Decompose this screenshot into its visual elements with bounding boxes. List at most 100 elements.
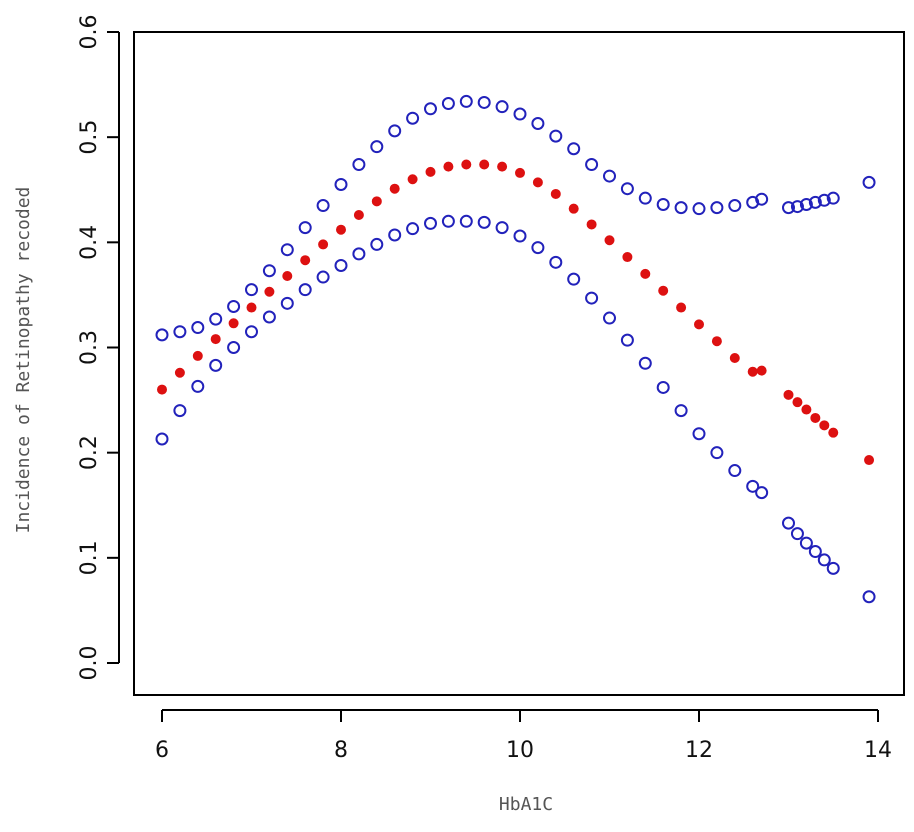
lower-ci-point	[513, 229, 527, 243]
upper-ci-point	[817, 193, 831, 207]
lower-ci-point	[656, 380, 670, 394]
x-axis-title: HbA1C	[499, 794, 553, 815]
x-tick-label: 10	[506, 738, 534, 763]
y-axis: 0.0 0.1 0.2 0.3 0.4 0.5 0.6	[77, 15, 120, 681]
lower-ci-point	[191, 379, 205, 393]
lower-ci-point	[173, 404, 187, 418]
estimate-point	[694, 319, 704, 330]
estimate-point	[210, 334, 221, 345]
estimate-point	[604, 235, 615, 246]
lower-ci-point	[603, 311, 616, 325]
lower-ci-point	[280, 296, 294, 310]
lower-ci-point	[459, 214, 473, 228]
lower-ci-point	[227, 341, 241, 354]
upper-ci-point	[808, 195, 822, 209]
lower-ci-point	[262, 310, 276, 324]
estimate-point	[783, 389, 794, 400]
upper-ci-point	[799, 197, 813, 211]
estimate-point	[371, 196, 382, 207]
estimate-point	[407, 174, 418, 185]
estimate-point	[157, 384, 167, 395]
estimate-point	[479, 159, 490, 170]
estimate-point	[568, 203, 579, 214]
lower-ci-point	[155, 432, 169, 446]
estimate-point	[792, 397, 803, 408]
estimate-point	[336, 224, 346, 235]
estimate-point	[174, 367, 185, 378]
lower-ci-point	[549, 255, 563, 269]
lower-ci-point	[370, 237, 384, 251]
lower-ci-point	[298, 283, 312, 297]
estimate-point	[532, 177, 543, 188]
lower-ci-point	[406, 222, 420, 236]
estimate-point	[246, 302, 257, 313]
estimate-point	[497, 161, 508, 172]
lower-ci-point	[424, 216, 437, 230]
upper-ci-point	[755, 192, 769, 206]
estimate-point	[658, 285, 669, 296]
lower-ci-point	[710, 446, 724, 460]
estimate-point	[515, 167, 525, 178]
x-tick-label: 12	[685, 738, 713, 763]
lower-ci-point	[567, 272, 581, 286]
lower-ci-point	[790, 527, 804, 541]
lower-ci-point	[728, 464, 742, 478]
upper-ci-point	[620, 182, 634, 196]
estimate-point	[282, 270, 293, 281]
series-0	[155, 94, 876, 342]
upper-ci-point	[549, 129, 563, 143]
upper-ci-point	[352, 158, 366, 172]
estimate-point	[192, 350, 203, 361]
upper-ci-point	[298, 221, 312, 235]
estimate-point	[228, 318, 239, 329]
estimate-point	[711, 336, 722, 347]
upper-ci-point	[656, 197, 670, 211]
lower-ci-point	[799, 536, 813, 550]
x-tick-label: 8	[334, 738, 348, 763]
estimate-point	[640, 268, 651, 279]
estimate-point	[810, 412, 821, 423]
lower-ci-point	[674, 404, 688, 418]
upper-ci-point	[334, 177, 348, 191]
estimate-point	[622, 252, 633, 263]
x-axis: 6 8 10 12 14	[155, 709, 892, 763]
upper-ci-point	[459, 94, 473, 108]
estimate-point	[389, 183, 400, 194]
estimate-point	[864, 455, 875, 466]
estimate-point	[756, 365, 767, 376]
upper-ci-point	[674, 201, 688, 215]
lower-ci-point	[334, 258, 348, 272]
estimate-point	[729, 353, 740, 364]
lower-ci-point	[531, 241, 545, 255]
upper-ci-point	[191, 321, 205, 335]
estimate-point	[300, 255, 311, 266]
y-tick-label: 0.2	[77, 435, 102, 470]
upper-ci-point	[826, 191, 840, 205]
y-tick-label: 0.6	[77, 15, 102, 50]
x-tick-label: 14	[864, 738, 892, 763]
lower-ci-point	[477, 215, 491, 229]
y-tick-label: 0.0	[77, 646, 102, 681]
upper-ci-point	[388, 124, 402, 138]
lower-ci-point	[826, 561, 840, 575]
upper-ci-point	[477, 95, 491, 109]
y-axis-title: Incidence of Retinopathy recoded	[13, 187, 34, 534]
upper-ci-point	[441, 97, 455, 111]
estimate-point	[550, 188, 561, 199]
series-2	[155, 214, 876, 604]
estimate-point	[747, 366, 758, 377]
lower-ci-point	[495, 221, 509, 235]
estimate-point	[828, 427, 839, 438]
upper-ci-point	[209, 312, 223, 326]
upper-ci-point	[245, 283, 258, 297]
estimate-point	[264, 286, 275, 297]
lower-ci-point	[755, 486, 769, 500]
upper-ci-point	[155, 328, 169, 342]
plot-box	[133, 31, 905, 696]
y-tick-label: 0.3	[77, 330, 102, 365]
upper-ci-point	[173, 325, 187, 339]
upper-ci-point	[585, 158, 599, 172]
y-tick-label: 0.5	[77, 120, 102, 155]
lower-ci-point	[388, 228, 402, 242]
